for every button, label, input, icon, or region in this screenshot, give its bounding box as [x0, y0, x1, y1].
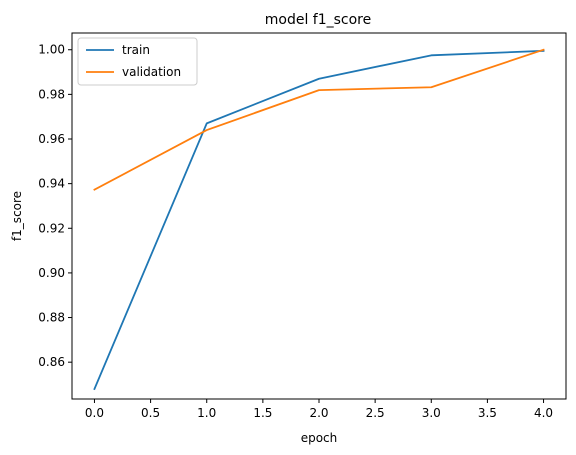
y-tick-label: 0.96	[38, 132, 65, 146]
y-tick-label: 0.88	[38, 311, 65, 325]
x-tick-label: 3.0	[422, 406, 441, 420]
x-axis-title: epoch	[301, 431, 338, 445]
y-tick-label: 0.86	[38, 355, 65, 369]
y-axis-title: f1_score	[10, 191, 24, 241]
y-tick-label: 0.92	[38, 221, 65, 235]
x-axis-ticks: 0.0 0.5 1.0 1.5 2.0 2.5 3.0 3.5 4.0	[85, 399, 553, 420]
chart-title: model f1_score	[265, 12, 372, 28]
x-tick-label: 1.5	[253, 406, 272, 420]
x-tick-label: 1.0	[197, 406, 216, 420]
x-tick-label: 0.0	[85, 406, 104, 420]
y-tick-label: 0.90	[38, 266, 65, 280]
y-tick-label: 1.00	[38, 43, 65, 57]
series-line-train	[93, 49, 545, 391]
legend: train validation	[77, 37, 198, 86]
x-tick-label: 2.0	[309, 406, 328, 420]
x-tick-label: 2.5	[366, 406, 385, 420]
series-line-validation	[93, 48, 545, 191]
y-tick-label: 0.98	[38, 87, 65, 101]
x-tick-label: 0.5	[141, 406, 160, 420]
x-tick-label: 4.0	[534, 406, 553, 420]
y-tick-label: 0.94	[38, 177, 65, 191]
plot-frame	[71, 32, 567, 400]
plot-area	[71, 32, 567, 400]
x-tick-label: 3.5	[478, 406, 497, 420]
series-layer	[93, 48, 545, 391]
legend-label-validation: validation	[122, 65, 181, 79]
y-axis-ticks: 0.86 0.88 0.90 0.92 0.94 0.96 0.98 1.00	[38, 43, 72, 369]
legend-label-train: train	[122, 43, 150, 57]
